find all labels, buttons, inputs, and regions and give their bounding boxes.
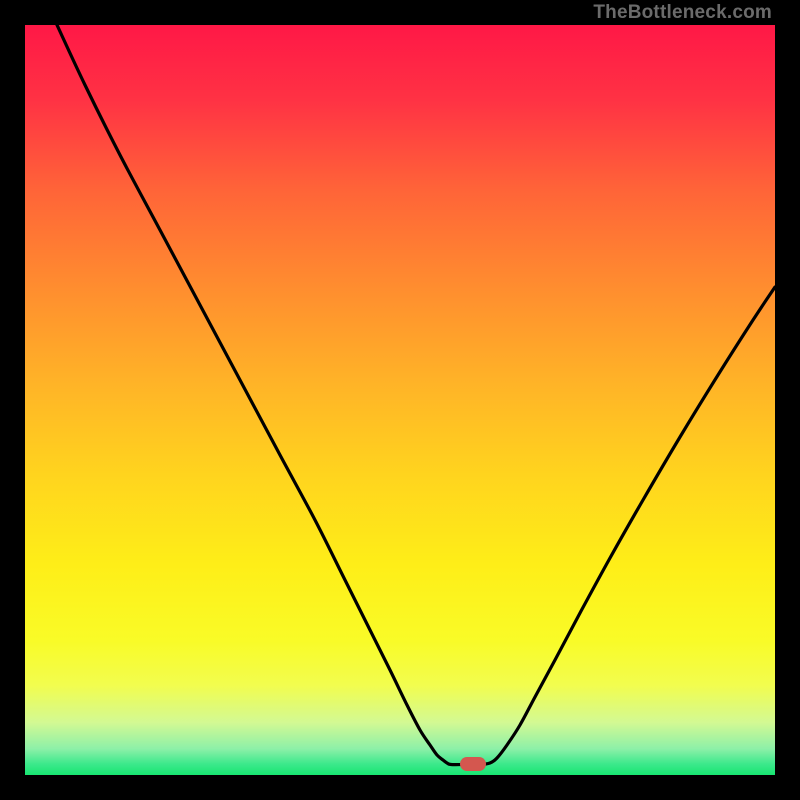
chart-frame: TheBottleneck.com: [0, 0, 800, 800]
bottleneck-curve: [57, 25, 775, 765]
watermark-label: TheBottleneck.com: [593, 2, 772, 24]
optimal-marker: [460, 757, 486, 771]
plot-area: [25, 25, 775, 775]
bottleneck-curve-layer: [25, 25, 775, 775]
